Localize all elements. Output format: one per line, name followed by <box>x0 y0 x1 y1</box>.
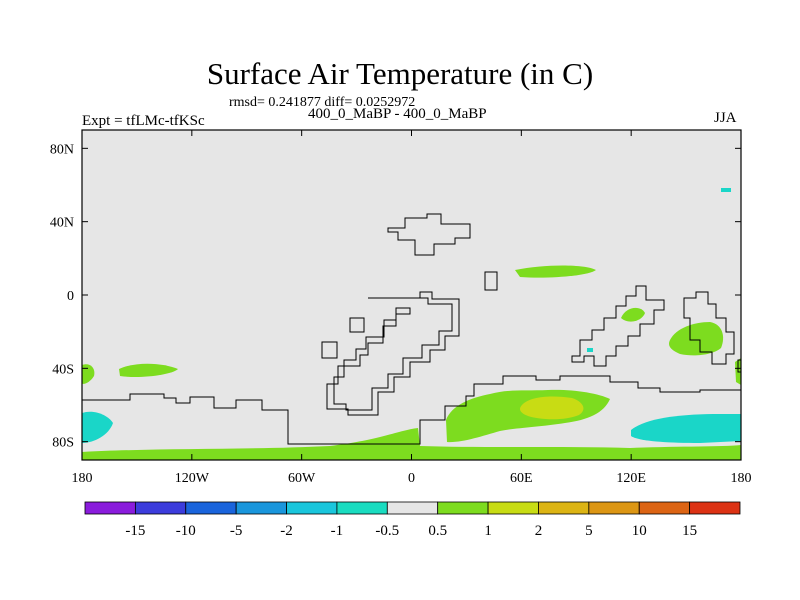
coastline-gondwana-islet <box>349 317 365 333</box>
plot-subtitle: 400_0_MaBP - 400_0_MaBP <box>308 106 487 122</box>
tropical-cool-spot <box>587 348 593 352</box>
colorbar-label: 1 <box>484 523 492 539</box>
colorbar-swatch <box>185 501 237 515</box>
lon-tick-label: 0 <box>408 471 415 486</box>
lon-tick-label: 60W <box>288 471 316 486</box>
longitude-axis: 180 120W 60W 0 60E 120E 180 <box>72 130 752 486</box>
southern-ocean-indian-core <box>520 396 584 420</box>
lon-tick-label: 120E <box>616 471 646 486</box>
colorbar-swatch <box>386 501 439 515</box>
colorbar-label: -10 <box>176 523 196 539</box>
south-atlantic-cool <box>82 411 113 443</box>
colorbar-label: -1 <box>331 523 344 539</box>
season-label: JJA <box>714 110 737 126</box>
colorbar-swatch <box>336 501 388 515</box>
tropical-south-atlantic-warm <box>515 265 596 278</box>
lon-tick-label: 120W <box>175 471 210 486</box>
arctic-cool-spot <box>721 188 731 192</box>
south-pacific-west-warm <box>82 364 95 384</box>
colorbar-label: -5 <box>230 523 243 539</box>
australia-warm <box>669 322 724 356</box>
coastline-small-island <box>484 271 498 291</box>
colorbar-label: 5 <box>585 523 593 539</box>
colorbar: -15 -10 -5 -2 -1 -0.5 0.5 1 2 5 10 15 <box>84 501 741 539</box>
colorbar-swatch <box>134 501 187 515</box>
latitude-axis: 80N 40N 0 40S 80S <box>50 142 741 451</box>
lon-tick-label: 180 <box>731 471 752 486</box>
colorbar-label: -15 <box>125 523 145 539</box>
lat-tick-label: 40N <box>50 216 74 231</box>
australia-warm-2 <box>621 307 645 322</box>
colorbar-swatch <box>235 501 287 515</box>
colorbar-label: 0.5 <box>428 523 447 539</box>
colorbar-swatch <box>286 501 338 515</box>
colorbar-swatch <box>84 501 136 515</box>
lon-tick-label: 180 <box>72 471 93 486</box>
colorbar-swatch <box>689 501 741 515</box>
lat-tick-label: 80N <box>50 142 74 157</box>
coastline-east-island <box>683 291 735 365</box>
plot-title: Surface Air Temperature (in C) <box>206 56 594 91</box>
stats-text: rmsd= 0.241877 diff= 0.0252972 <box>229 95 416 110</box>
coastline-gondwana-west <box>326 291 460 416</box>
experiment-label: Expt = tfLMc-tfKSc <box>82 113 205 129</box>
lat-tick-label: 80S <box>52 436 74 451</box>
coastline-north-continent <box>387 213 471 256</box>
coastline-gondwana-small <box>321 341 338 359</box>
colorbar-label: -0.5 <box>375 523 399 539</box>
colorbar-swatch <box>538 501 590 515</box>
colorbar-label: 15 <box>682 523 697 539</box>
colorbar-label: 10 <box>632 523 647 539</box>
lat-tick-label: 40S <box>52 362 74 377</box>
lon-tick-label: 60E <box>510 471 533 486</box>
map-background <box>82 130 741 460</box>
colorbar-swatch <box>638 501 691 515</box>
colorbar-swatch <box>487 501 539 515</box>
south-pacific-mid-warm <box>119 363 178 378</box>
coastline-east-continent <box>571 285 665 367</box>
southern-pacific-cool <box>631 414 741 443</box>
colorbar-label: -2 <box>280 523 293 539</box>
colorbar-swatch <box>437 501 489 515</box>
coastline-antarctic-margin <box>82 375 741 445</box>
lat-tick-label: 0 <box>67 289 74 304</box>
colorbar-label: 2 <box>535 523 543 539</box>
colorbar-swatch <box>588 501 640 515</box>
